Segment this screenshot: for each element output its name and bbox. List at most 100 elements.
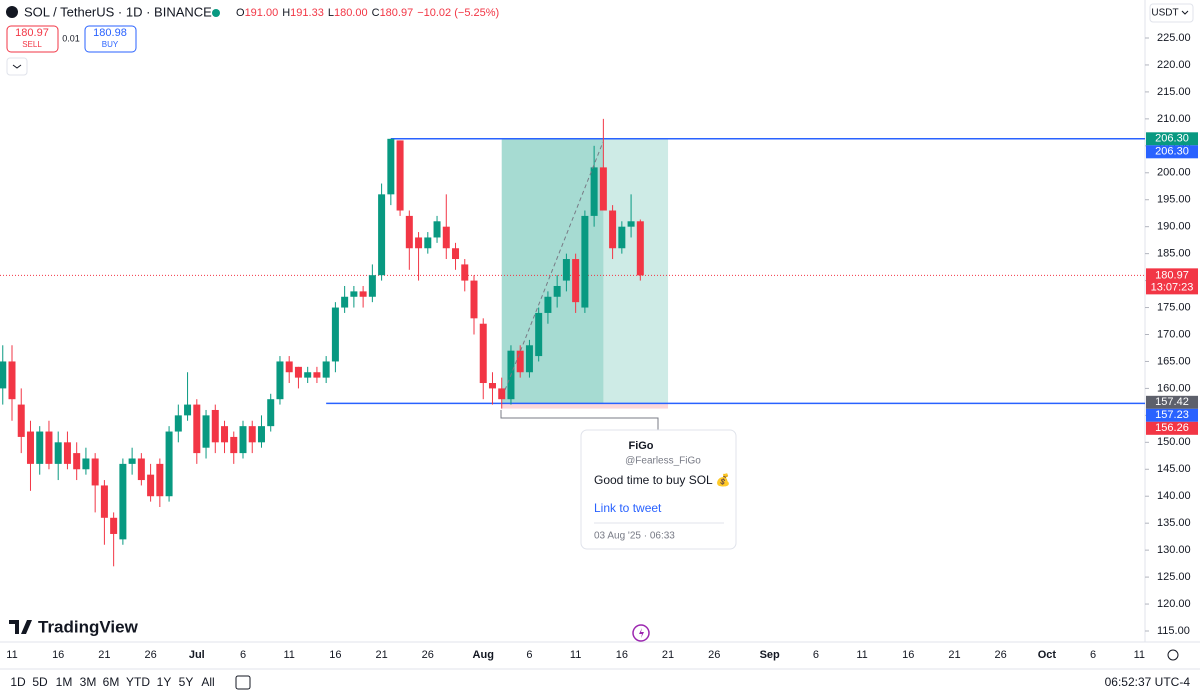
- ohlc-legend: O191.00 H191.33 L180.00 C180.97 −10.02 (−5.2…: [236, 7, 499, 19]
- buy-price: 180.98: [93, 27, 127, 39]
- candle-body: [110, 517, 118, 534]
- candle-body: [36, 431, 44, 464]
- tweet-link[interactable]: Link to tweet: [594, 501, 662, 515]
- candle-body: [553, 285, 561, 297]
- price-label: 157.42: [1155, 396, 1189, 408]
- candle-body: [193, 404, 201, 454]
- market-status: [212, 9, 220, 17]
- candle-body: [599, 167, 607, 211]
- candle-body: [572, 259, 580, 303]
- range-button[interactable]: All: [201, 675, 214, 689]
- candle-body: [387, 138, 395, 195]
- candle-body: [442, 226, 450, 249]
- x-tick-label: 16: [616, 649, 628, 661]
- h-value: 191.33: [290, 7, 324, 19]
- candle-body: [156, 463, 164, 497]
- price-label: 157.23: [1155, 409, 1189, 421]
- buy-button[interactable]: [84, 25, 137, 53]
- chevron: [1181, 10, 1189, 15]
- x-tick-label: 26: [995, 649, 1007, 661]
- candle-body: [128, 458, 136, 464]
- candle-body: [230, 436, 238, 454]
- x-tick-label: Sep: [760, 649, 780, 661]
- price-label-bg: [1146, 395, 1198, 409]
- events-icon[interactable]: [632, 624, 650, 642]
- candle-body: [452, 248, 460, 260]
- candle-body: [276, 361, 284, 400]
- candle-body: [8, 361, 16, 400]
- candle-body: [313, 372, 321, 378]
- candle-body: [211, 409, 219, 443]
- range-button[interactable]: 1Y: [157, 675, 172, 689]
- candle-body: [174, 415, 182, 432]
- candle-body: [609, 210, 617, 249]
- y-tick-label: 210.00: [1157, 113, 1191, 125]
- x-tick-label: Aug: [473, 649, 494, 661]
- y-tick-label: 170.00: [1157, 328, 1191, 340]
- candle-body: [26, 431, 34, 464]
- candle-body: [341, 296, 349, 308]
- spread: 0.01: [62, 33, 80, 43]
- x-tick-label: 26: [708, 649, 720, 661]
- range-button[interactable]: YTD: [126, 675, 150, 689]
- c-key: C: [372, 7, 380, 19]
- candle-body: [45, 431, 53, 464]
- price-label: 206.30: [1155, 133, 1189, 145]
- candle-body: [119, 463, 127, 540]
- y-tick-label: 140.00: [1157, 490, 1191, 502]
- x-tick-label: 16: [329, 649, 341, 661]
- currency-button[interactable]: [1149, 3, 1194, 23]
- range-button[interactable]: 3M: [80, 675, 97, 689]
- candle-body: [184, 404, 192, 416]
- candle-body: [0, 361, 7, 389]
- candle-body: [498, 388, 506, 400]
- tweet-text: Good time to buy SOL 💰: [594, 473, 731, 487]
- candle-body: [368, 275, 376, 297]
- x-tick-label: 16: [902, 649, 914, 661]
- current-price-label: 180.97: [1155, 269, 1189, 281]
- price-label: 156.26: [1155, 422, 1189, 434]
- y-tick-label: 195.00: [1157, 194, 1191, 206]
- settings-icon[interactable]: [1167, 649, 1179, 661]
- candle-body: [470, 280, 478, 319]
- y-tick-label: 145.00: [1157, 463, 1191, 475]
- candle-body: [590, 167, 598, 216]
- candle-body: [294, 366, 302, 378]
- candle-body: [91, 458, 99, 486]
- y-tick-label: 130.00: [1157, 544, 1191, 556]
- candle-body: [100, 485, 108, 518]
- tv-logo: [9, 620, 32, 634]
- x-tick-label: 11: [6, 649, 17, 661]
- range-button[interactable]: 5D: [32, 675, 48, 689]
- candle-body: [396, 140, 404, 211]
- candle-body: [405, 215, 413, 249]
- x-tick-label: 6: [1090, 649, 1096, 661]
- candle-body: [137, 458, 145, 481]
- candle-body: [54, 442, 62, 464]
- y-tick-label: 215.00: [1157, 86, 1191, 98]
- candle-body: [627, 221, 635, 227]
- y-tick-label: 185.00: [1157, 248, 1191, 260]
- range-button[interactable]: 1D: [10, 675, 26, 689]
- x-tick-label: 6: [813, 649, 819, 661]
- price-label: 206.30: [1155, 146, 1189, 158]
- calendar-icon[interactable]: [235, 675, 251, 690]
- candle-body: [359, 291, 367, 297]
- range-button[interactable]: 6M: [103, 675, 120, 689]
- y-tick-label: 150.00: [1157, 436, 1191, 448]
- range-button[interactable]: 1M: [56, 675, 73, 689]
- y-tick-label: 190.00: [1157, 221, 1191, 233]
- candle-body: [63, 442, 71, 464]
- candle-body: [618, 226, 626, 249]
- tweet-card: [580, 429, 737, 550]
- candle-body: [479, 323, 487, 384]
- sell-button[interactable]: [6, 25, 59, 53]
- trade-path: [504, 141, 604, 391]
- collapse-button[interactable]: [6, 57, 28, 76]
- tweet-name: FiGo: [628, 440, 653, 452]
- y-tick-label: 115.00: [1157, 625, 1190, 637]
- x-tick-label: 6: [240, 649, 246, 661]
- range-button[interactable]: 5Y: [179, 675, 194, 689]
- candle-body: [267, 399, 275, 427]
- candle-body: [147, 474, 155, 497]
